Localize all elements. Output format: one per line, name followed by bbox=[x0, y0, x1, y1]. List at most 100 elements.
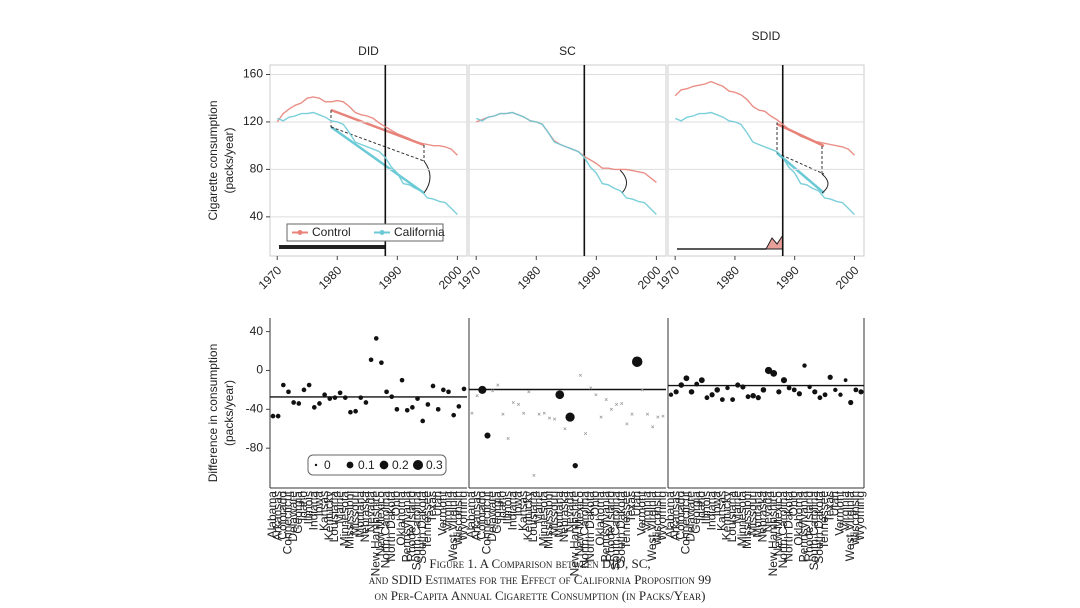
dot bbox=[301, 387, 307, 393]
x-tick-label: North Dakota bbox=[781, 491, 795, 562]
x-tick-label: Oklahoma bbox=[394, 491, 408, 546]
y-tick-label: 0 bbox=[256, 363, 263, 377]
x-tick-label: Kansas bbox=[317, 491, 331, 531]
dot bbox=[478, 385, 487, 394]
zero-weight-mark bbox=[640, 388, 644, 392]
size-legend-label: 0 bbox=[324, 458, 331, 472]
x-tick-label: Alabama bbox=[265, 491, 279, 539]
x-tick-label: Delaware bbox=[684, 491, 698, 542]
x-tick-label: Tennessee bbox=[420, 491, 434, 549]
dot bbox=[484, 432, 491, 439]
y-axis-label: (packs/year) bbox=[222, 380, 236, 446]
zero-weight-mark bbox=[532, 473, 536, 477]
dot bbox=[337, 390, 343, 396]
zero-weight-mark bbox=[470, 411, 474, 415]
x-tick-label: Utah bbox=[827, 491, 841, 516]
dot bbox=[389, 394, 395, 400]
x-tick-label: Rhode Island bbox=[802, 491, 816, 562]
dot bbox=[843, 378, 848, 383]
zero-weight-mark bbox=[630, 412, 634, 416]
x-tick-label: Illinois bbox=[500, 491, 514, 524]
x-tick-label: Indiana bbox=[505, 491, 519, 531]
dot bbox=[760, 387, 767, 393]
x-tick-label: South Dakota bbox=[812, 491, 826, 564]
dot bbox=[394, 406, 400, 412]
x-tick-label: Missouri bbox=[745, 491, 759, 536]
x-tick-label: North Carolina bbox=[776, 491, 790, 569]
x-tick-label: Alabama bbox=[663, 491, 677, 539]
zero-weight-mark bbox=[527, 390, 531, 394]
dot bbox=[430, 383, 436, 389]
dot bbox=[565, 412, 575, 422]
x-tick-label: Arkansas bbox=[668, 491, 682, 541]
size-legend-dot bbox=[412, 459, 424, 471]
x-tick-label: Texas bbox=[822, 491, 836, 522]
x-tick-label: Alabama bbox=[464, 491, 478, 539]
effect-arrow bbox=[821, 173, 829, 194]
x-tick-label: Tennessee bbox=[619, 491, 633, 549]
x-tick-label: Georgia bbox=[291, 491, 305, 534]
time-weights bbox=[765, 233, 784, 250]
y-axis-label: Difference in consumption bbox=[206, 344, 220, 483]
x-tick-label: Texas bbox=[425, 491, 439, 522]
dot bbox=[827, 374, 833, 380]
dot bbox=[822, 392, 828, 398]
x-tick-label: Rhode Island bbox=[604, 491, 618, 562]
dot bbox=[373, 336, 379, 341]
x-tick-label: New Hampshire bbox=[368, 491, 382, 577]
x-tick-label: Maine bbox=[730, 491, 744, 524]
x-tick-label: Delaware bbox=[485, 491, 499, 542]
x-tick-label: Connecticut bbox=[679, 490, 693, 554]
dashed-line bbox=[776, 152, 825, 175]
size-legend-dot bbox=[379, 460, 389, 470]
x-tick-label: South Dakota bbox=[614, 491, 628, 564]
dot bbox=[379, 360, 384, 366]
dot bbox=[853, 387, 859, 393]
zero-weight-mark bbox=[516, 402, 521, 407]
x-tick-label: Nebraska bbox=[557, 491, 571, 543]
x-tick-label: Georgia bbox=[490, 491, 504, 534]
dot bbox=[725, 385, 730, 391]
x-tick-label: Idaho bbox=[495, 491, 509, 521]
y-tick-label: 160 bbox=[243, 67, 263, 81]
zero-weight-mark bbox=[599, 415, 603, 419]
dot bbox=[668, 392, 674, 397]
plot-frame bbox=[269, 64, 468, 257]
dot bbox=[317, 401, 322, 406]
x-tick-label: Wyoming bbox=[456, 491, 470, 541]
x-tick-label: Indiana bbox=[704, 491, 718, 531]
dot bbox=[858, 389, 864, 395]
fit-line bbox=[330, 125, 425, 195]
dot bbox=[776, 389, 782, 395]
x-tick-label: New Mexico bbox=[374, 491, 388, 557]
effect-arrow bbox=[423, 160, 431, 194]
dot bbox=[322, 392, 327, 398]
x-tick-label: South Carolina bbox=[807, 491, 821, 571]
x-tick-label: New Hampshire bbox=[766, 491, 780, 577]
zero-weight-mark bbox=[625, 422, 629, 426]
x-tick-label: Kentucky bbox=[521, 491, 535, 540]
dashed-line bbox=[330, 126, 425, 162]
zero-weight-mark bbox=[496, 383, 500, 387]
dot bbox=[296, 401, 302, 406]
zero-weight-mark bbox=[501, 412, 505, 416]
dot bbox=[714, 387, 720, 393]
x-tick-label: Georgia bbox=[689, 491, 703, 534]
dot bbox=[353, 408, 358, 414]
x-tick-label: Illinois bbox=[301, 491, 315, 524]
dot bbox=[704, 395, 710, 401]
x-tick-label: Iowa bbox=[709, 491, 723, 517]
dot bbox=[796, 391, 802, 397]
zero-weight-mark bbox=[651, 425, 655, 429]
legend-label: California bbox=[394, 225, 445, 239]
x-tick-label: Nebraska bbox=[358, 491, 372, 543]
x-tick-label: New Hampshire bbox=[567, 491, 581, 577]
dot bbox=[342, 395, 348, 400]
x-tick-label: Nevada bbox=[761, 491, 775, 533]
x-tick-label: South Carolina bbox=[609, 491, 623, 571]
x-tick-label: Iowa bbox=[511, 491, 525, 517]
dot bbox=[786, 385, 792, 391]
panel-title: SC bbox=[559, 44, 576, 58]
